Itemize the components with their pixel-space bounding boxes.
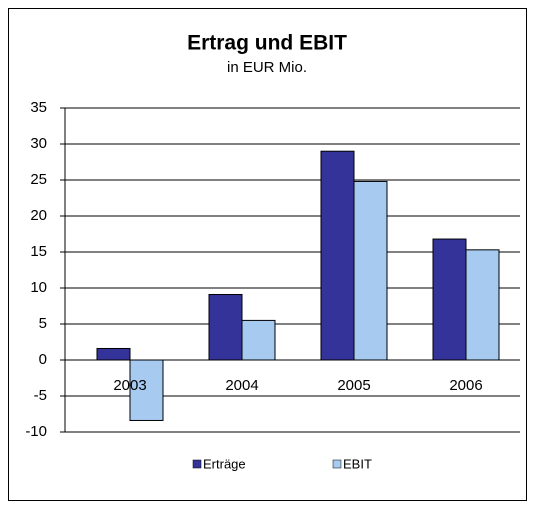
- bar: [208, 293, 243, 361]
- y-tick-label: 10: [30, 279, 47, 296]
- y-tick-label: 20: [30, 207, 47, 224]
- y-tick-label: 30: [30, 135, 47, 152]
- chart-subtitle: in EUR Mio.: [227, 59, 307, 76]
- y-tick-label: 15: [30, 243, 47, 260]
- y-tick-label: 0: [39, 351, 47, 368]
- bar: [465, 249, 500, 361]
- bar: [353, 180, 388, 361]
- legend-label: Erträge: [203, 456, 246, 471]
- x-tick-label: 2004: [225, 377, 258, 394]
- legend-label: EBIT: [343, 456, 372, 471]
- bar: [320, 150, 355, 361]
- y-tick-label: 25: [30, 171, 47, 188]
- y-tick-label: 5: [39, 315, 47, 332]
- x-tick-label: 2006: [449, 377, 482, 394]
- bar: [129, 359, 164, 421]
- bar: [432, 238, 467, 361]
- y-tick-label: 35: [30, 99, 47, 116]
- y-tick-label: -10: [25, 423, 47, 440]
- x-tick-label: 2005: [337, 377, 370, 394]
- x-tick-label: 2003: [113, 377, 146, 394]
- y-tick-label: -5: [34, 387, 47, 404]
- legend-swatch: [192, 459, 202, 469]
- bar: [96, 347, 131, 361]
- bar: [241, 319, 276, 361]
- legend-swatch: [332, 459, 342, 469]
- chart-title: Ertrag und EBIT: [187, 32, 347, 55]
